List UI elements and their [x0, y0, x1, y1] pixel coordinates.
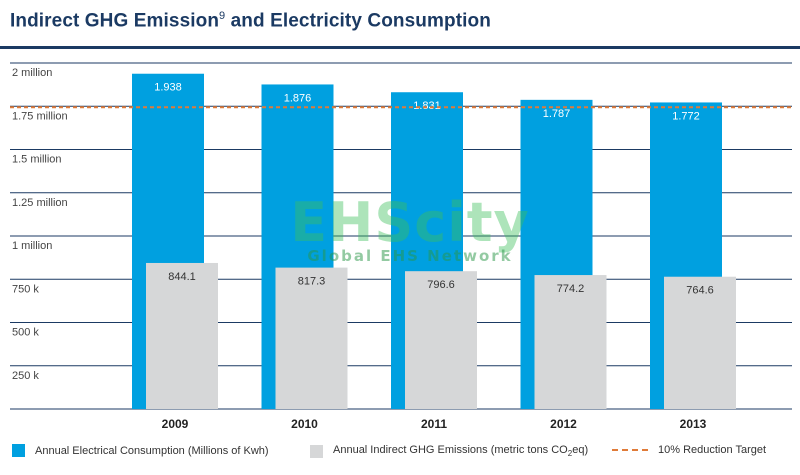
data-label-ghg: 844.1 — [168, 271, 196, 283]
title-footnote-marker: 9 — [219, 10, 226, 22]
legend-swatch-electrical — [12, 444, 25, 457]
data-label-ghg: 764.6 — [686, 285, 714, 297]
y-tick-label: 500 k — [12, 327, 39, 339]
data-label-ghg: 774.2 — [557, 283, 585, 295]
y-tick-label: 1.5 million — [12, 154, 62, 166]
bar-ghg — [146, 262, 218, 409]
x-tick-label: 2012 — [550, 417, 577, 431]
x-tick-label: 2010 — [291, 417, 318, 431]
chart-title: Indirect GHG Emission9 and Electricity C… — [10, 10, 491, 32]
legend-item-target: 10% Reduction Target — [612, 444, 766, 456]
title-main: Indirect GHG Emission — [10, 10, 220, 32]
x-tick-label: 2011 — [421, 417, 447, 431]
bar-ghg — [534, 275, 607, 409]
legend-swatch-target — [612, 449, 648, 451]
y-tick-label: 1.75 million — [12, 110, 68, 122]
x-tick-label: 2009 — [162, 417, 189, 431]
y-tick-label: 2 million — [12, 67, 52, 79]
data-label-electrical: 1.787 — [543, 108, 571, 120]
bar-ghg — [664, 276, 736, 409]
legend-item-ghg: Annual Indirect GHG Emissions (metric to… — [310, 444, 588, 458]
y-tick-label: 250 k — [12, 370, 39, 382]
y-tick-label: 1 million — [12, 240, 52, 252]
data-label-ghg: 817.3 — [298, 276, 326, 288]
data-label-electrical: 1.831 — [413, 100, 441, 112]
legend-item-electrical: Annual Electrical Consumption (Millions … — [12, 444, 269, 457]
data-label-electrical: 1.772 — [672, 110, 700, 122]
x-tick-label: 2013 — [680, 417, 707, 431]
bar-ghg — [405, 271, 477, 409]
y-tick-label: 1.25 million — [12, 197, 68, 209]
legend-swatch-ghg — [310, 444, 323, 458]
title-divider — [0, 46, 800, 49]
legend-label-ghg: Annual Indirect GHG Emissions (metric to… — [333, 444, 589, 459]
data-label-ghg: 796.6 — [427, 279, 455, 291]
y-tick-label: 750 k — [12, 283, 39, 295]
chart-legend: Annual Electrical Consumption (Millions … — [0, 440, 800, 470]
data-label-electrical: 1.876 — [284, 92, 312, 104]
bar-chart: 250 k 500 k 750 k 1 million 1.25 million 1.5 … — [10, 62, 792, 431]
bar-ghg — [275, 267, 348, 409]
data-label-electrical: 1.938 — [154, 82, 182, 94]
legend-label-target: 10% Reduction Target — [658, 444, 767, 456]
title-rest: and Electricity Consumption — [225, 10, 491, 32]
legend-label-electrical: Annual Electrical Consumption (Millions … — [35, 444, 269, 457]
